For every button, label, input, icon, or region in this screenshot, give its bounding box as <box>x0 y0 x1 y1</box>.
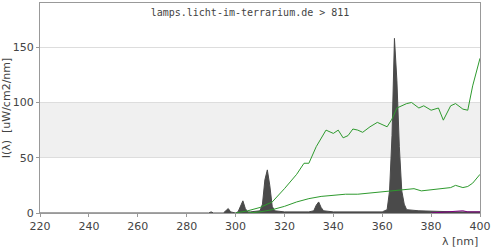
svg-text:320: 320 <box>274 220 295 233</box>
svg-text:280: 280 <box>176 220 197 233</box>
svg-text:λ [nm]: λ [nm] <box>442 235 478 248</box>
svg-text:380: 380 <box>421 220 442 233</box>
svg-text:400: 400 <box>470 220 491 233</box>
svg-text:260: 260 <box>127 220 148 233</box>
svg-text:240: 240 <box>78 220 99 233</box>
svg-text:360: 360 <box>372 220 393 233</box>
svg-text:100: 100 <box>13 96 34 109</box>
svg-text:0: 0 <box>27 207 34 220</box>
svg-text:50: 50 <box>20 152 34 165</box>
svg-text:lamps.licht-im-terrarium.de >: lamps.licht-im-terrarium.de > 811 <box>151 7 350 18</box>
svg-text:220: 220 <box>30 220 51 233</box>
svg-text:340: 340 <box>323 220 344 233</box>
svg-text:300: 300 <box>225 220 246 233</box>
svg-text:I(λ) [uW/cm2/nm]: I(λ) [uW/cm2/nm] <box>0 58 13 159</box>
svg-text:150: 150 <box>13 41 34 54</box>
